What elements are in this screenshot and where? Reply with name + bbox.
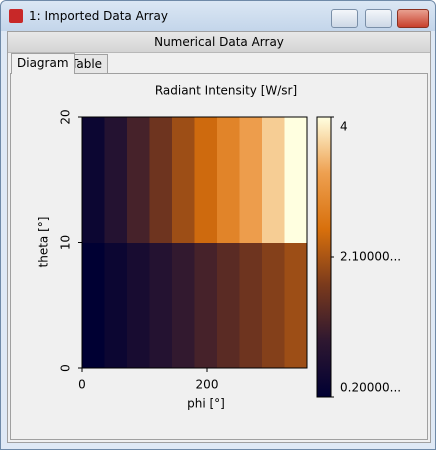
y-tick-label: 10 <box>59 235 73 250</box>
x-tick-label: 0 <box>78 378 86 392</box>
y-axis-label: theta [°] <box>37 217 51 268</box>
tab[interactable]: Diagram <box>11 53 75 74</box>
header: Numerical Data Array <box>8 32 430 53</box>
close-button[interactable] <box>397 9 429 28</box>
colorbar-tick-label: 0.20000... <box>340 381 401 395</box>
heatmap-cell <box>194 117 218 243</box>
heatmap-cell <box>149 117 173 243</box>
x-axis-label: phi [°] <box>187 397 225 411</box>
heatmap-cell <box>82 117 105 243</box>
x-tick-label: 200 <box>196 378 219 392</box>
heatmap-cell <box>262 117 285 243</box>
heatmap-cell <box>284 117 308 243</box>
maximize-button[interactable] <box>365 9 392 28</box>
heatmap-cell <box>127 242 150 369</box>
heatmap-cell <box>194 242 218 369</box>
heatmap-cell <box>104 117 128 243</box>
heatmap-cell <box>127 117 150 243</box>
heatmap-cell <box>149 242 173 369</box>
heatmap-cell <box>172 117 195 243</box>
heatmap-cell <box>262 242 285 369</box>
title-bar: 1: Imported Data Array <box>1 1 435 31</box>
colorbar <box>316 116 332 398</box>
heatmap-cell <box>284 242 308 369</box>
colorbar-tick-label: 4 <box>340 120 348 134</box>
minimize-button[interactable] <box>331 9 358 28</box>
heatmap-cell <box>217 242 240 369</box>
heatmap-cell <box>82 242 105 369</box>
heatmap-cell <box>239 242 263 369</box>
tab[interactable]: Table <box>65 54 109 74</box>
window-title: 1: Imported Data Array <box>29 9 168 23</box>
heatmap-cell <box>217 117 240 243</box>
y-tick-label: 0 <box>59 364 73 372</box>
y-tick-label: 20 <box>59 109 73 124</box>
app-icon <box>9 9 23 23</box>
chart-title: Radiant Intensity [W/sr] <box>155 84 297 98</box>
colorbar-tick-label: 2.10000... <box>340 250 401 264</box>
heatmap-cell <box>104 242 128 369</box>
heatmap-cell <box>172 242 195 369</box>
heatmap-cell <box>239 117 263 243</box>
